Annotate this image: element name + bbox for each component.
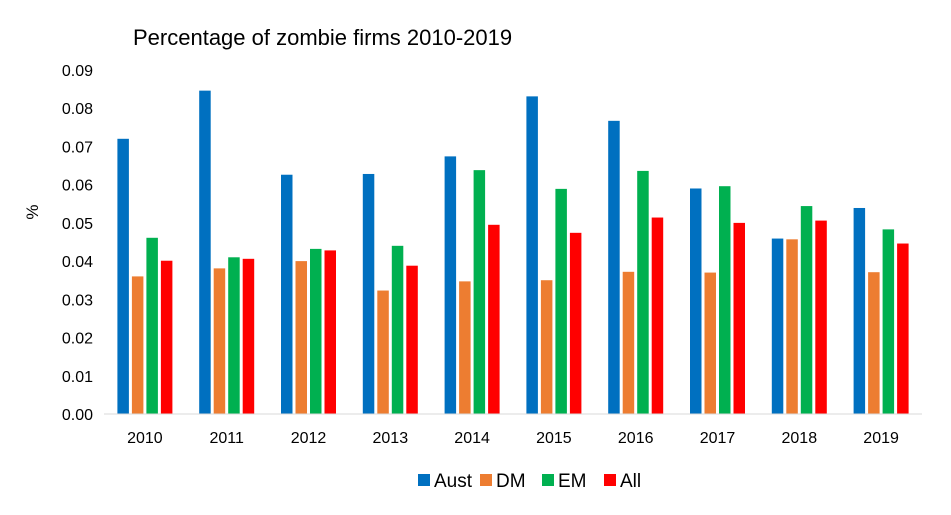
legend-label-aust: Aust bbox=[434, 471, 473, 492]
y-tick-label: 0.06 bbox=[62, 178, 93, 195]
y-axis-ticks: 0.00 0.01 0.02 0.03 0.04 0.05 0.06 0.07 0.08 0.09 bbox=[62, 63, 93, 424]
bar-aust-2014: Aust 2014: 0.0674 bbox=[444, 156, 457, 415]
legend-swatch-dm bbox=[480, 474, 492, 486]
legend: Aust DM EM All bbox=[418, 471, 641, 492]
legend-item-em: EM bbox=[542, 471, 587, 492]
bar-all-2015: All 2015: 0.0474 bbox=[569, 232, 582, 414]
bars: Aust 2010: 0.072DM 2010: 0.036EM 2010: 0… bbox=[117, 90, 909, 415]
bar-all-2012: All 2012: 0.0428 bbox=[324, 250, 336, 414]
legend-label-em: EM bbox=[558, 471, 587, 492]
x-tick-label: 2013 bbox=[373, 430, 409, 447]
y-axis-label: % bbox=[23, 204, 42, 219]
x-axis-ticks: 2010 2011 2012 2013 2014 2015 2016 2017 2018 2019 bbox=[127, 430, 899, 447]
legend-label-all: All bbox=[620, 471, 641, 492]
bar-all-2014: All 2014: 0.0495 bbox=[488, 224, 500, 414]
y-tick-label: 0.00 bbox=[62, 407, 93, 424]
bar-dm-2017: DM 2017: 0.037 bbox=[704, 272, 716, 414]
bar-aust-2010: Aust 2010: 0.072 bbox=[117, 138, 129, 415]
x-tick-label: 2018 bbox=[782, 430, 818, 447]
x-tick-label: 2015 bbox=[536, 430, 572, 447]
legend-swatch-all bbox=[604, 474, 616, 486]
bar-em-2017: EM 2017: 0.0596 bbox=[719, 186, 731, 414]
bar-em-2012: EM 2012: 0.0432 bbox=[310, 248, 322, 414]
y-tick-label: 0.02 bbox=[62, 331, 93, 348]
y-tick-label: 0.09 bbox=[62, 63, 93, 80]
bar-aust-2019: Aust 2019: 0.0539 bbox=[853, 207, 866, 414]
y-tick-label: 0.04 bbox=[62, 254, 93, 271]
legend-item-dm: DM bbox=[480, 471, 526, 492]
bar-all-2017: All 2017: 0.05 bbox=[733, 222, 745, 414]
legend-item-aust: Aust bbox=[418, 471, 473, 492]
bar-all-2011: All 2011: 0.0406 bbox=[242, 258, 255, 414]
y-tick-label: 0.08 bbox=[62, 101, 93, 118]
bar-aust-2011: Aust 2011: 0.0846 bbox=[199, 90, 211, 414]
legend-item-all: All bbox=[604, 471, 641, 492]
legend-swatch-aust bbox=[418, 474, 430, 486]
bar-aust-2015: Aust 2015: 0.0831 bbox=[526, 96, 538, 414]
x-tick-label: 2017 bbox=[700, 430, 736, 447]
bar-em-2011: EM 2011: 0.041 bbox=[228, 257, 240, 414]
bar-aust-2016: Aust 2016: 0.0767 bbox=[608, 120, 620, 414]
bar-aust-2018: Aust 2018: 0.0459 bbox=[771, 238, 784, 414]
bar-dm-2019: DM 2019: 0.0371 bbox=[868, 272, 880, 414]
bar-all-2019: All 2019: 0.0446 bbox=[897, 243, 909, 414]
x-tick-label: 2019 bbox=[863, 430, 899, 447]
bar-all-2010: All 2010: 0.0401 bbox=[160, 260, 173, 414]
bar-dm-2010: DM 2010: 0.036 bbox=[131, 276, 144, 414]
bar-all-2013: All 2013: 0.0388 bbox=[406, 265, 418, 414]
x-tick-label: 2012 bbox=[291, 430, 327, 447]
x-tick-label: 2011 bbox=[209, 430, 244, 447]
bar-dm-2011: DM 2011: 0.0381 bbox=[213, 268, 226, 414]
y-tick-label: 0.07 bbox=[62, 139, 93, 156]
bar-em-2019: EM 2019: 0.0483 bbox=[882, 229, 895, 414]
y-tick-label: 0.05 bbox=[62, 216, 93, 233]
bar-all-2016: All 2016: 0.0514 bbox=[651, 217, 664, 414]
bar-em-2016: EM 2016: 0.0636 bbox=[637, 170, 649, 414]
bar-em-2015: EM 2015: 0.0589 bbox=[555, 188, 567, 414]
bar-em-2010: EM 2010: 0.0461 bbox=[146, 237, 158, 414]
x-tick-label: 2016 bbox=[618, 430, 654, 447]
bar-dm-2013: DM 2013: 0.0323 bbox=[377, 290, 389, 414]
legend-label-dm: DM bbox=[496, 471, 526, 492]
chart-title: Percentage of zombie firms 2010-2019 bbox=[133, 25, 512, 50]
bar-dm-2018: DM 2018: 0.0457 bbox=[786, 239, 798, 414]
legend-swatch-em bbox=[542, 474, 554, 486]
y-tick-label: 0.03 bbox=[62, 292, 93, 309]
bar-dm-2016: DM 2016: 0.0372 bbox=[622, 271, 635, 414]
bar-dm-2014: DM 2014: 0.0347 bbox=[459, 281, 471, 414]
bar-aust-2013: Aust 2013: 0.0628 bbox=[362, 173, 375, 414]
bar-em-2013: EM 2013: 0.044 bbox=[391, 245, 404, 414]
bar-aust-2017: Aust 2017: 0.059 bbox=[690, 188, 702, 414]
bar-em-2014: EM 2014: 0.0638 bbox=[473, 170, 486, 414]
y-tick-label: 0.01 bbox=[62, 369, 93, 386]
bar-all-2018: All 2018: 0.0506 bbox=[815, 220, 827, 414]
bar-dm-2012: DM 2012: 0.04 bbox=[295, 261, 307, 414]
x-tick-label: 2014 bbox=[454, 430, 490, 447]
bar-em-2018: EM 2018: 0.0544 bbox=[800, 206, 813, 414]
bar-aust-2012: Aust 2012: 0.0626 bbox=[281, 174, 293, 414]
bar-dm-2015: DM 2015: 0.035 bbox=[540, 280, 553, 414]
x-tick-label: 2010 bbox=[127, 430, 163, 447]
